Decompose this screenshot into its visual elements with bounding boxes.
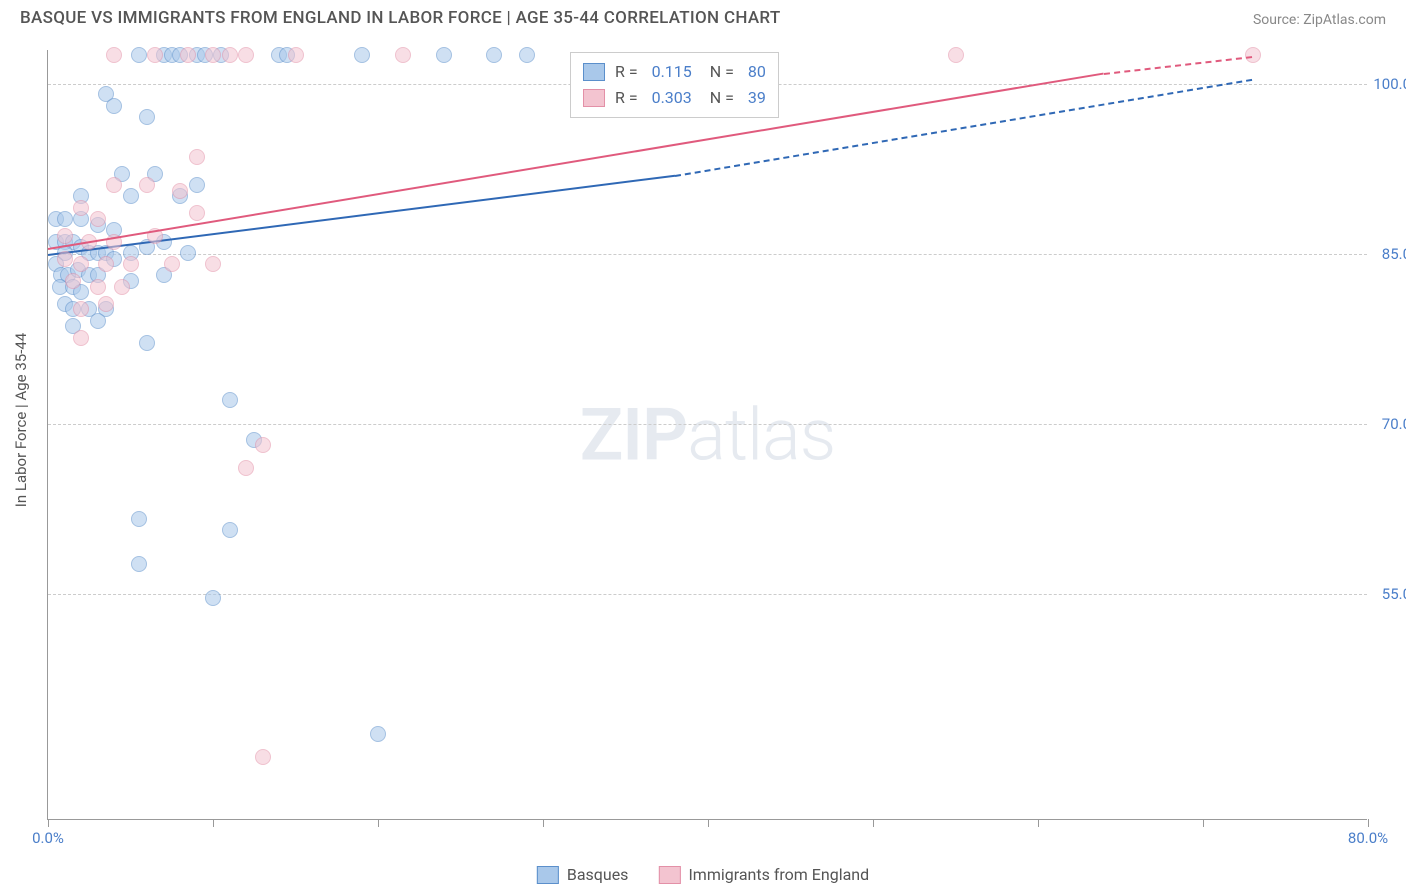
x-tick-label: 0.0% xyxy=(32,829,64,847)
data-point xyxy=(65,273,81,289)
data-point xyxy=(73,256,89,272)
x-tick xyxy=(873,819,874,827)
legend-item: Basques xyxy=(537,865,629,884)
data-point xyxy=(139,177,155,193)
legend-n-label: N = xyxy=(702,59,738,85)
data-point xyxy=(205,47,221,63)
data-point xyxy=(486,47,502,63)
title-bar: BASQUE VS IMMIGRANTS FROM ENGLAND IN LAB… xyxy=(0,0,1406,34)
legend-r-value: 0.303 xyxy=(652,85,692,111)
legend-r-label: R = xyxy=(615,85,642,111)
data-point xyxy=(57,211,73,227)
data-point xyxy=(147,47,163,63)
x-tick-label: 80.0% xyxy=(1348,829,1388,847)
data-point xyxy=(90,279,106,295)
data-point xyxy=(164,256,180,272)
data-point xyxy=(519,47,535,63)
data-point xyxy=(205,590,221,606)
legend-stat-row: R = 0.115 N = 80 xyxy=(583,59,766,85)
legend-swatch xyxy=(583,89,605,107)
data-point xyxy=(1245,47,1261,63)
legend-stats: R = 0.115 N = 80R = 0.303 N = 39 xyxy=(570,52,779,118)
data-point xyxy=(436,47,452,63)
legend-label: Basques xyxy=(567,865,629,884)
gridline xyxy=(48,424,1367,425)
legend-n-value: 80 xyxy=(748,59,766,85)
data-point xyxy=(205,256,221,272)
data-point xyxy=(222,47,238,63)
data-point xyxy=(255,437,271,453)
legend-swatch xyxy=(658,866,680,884)
data-point xyxy=(98,256,114,272)
y-axis-label: In Labor Force | Age 35-44 xyxy=(12,333,30,507)
y-tick-label: 100.0% xyxy=(1372,75,1406,93)
data-point xyxy=(222,392,238,408)
watermark: ZIPatlas xyxy=(580,392,836,477)
x-tick xyxy=(48,819,49,827)
data-point xyxy=(123,188,139,204)
trend-line xyxy=(1104,56,1253,75)
data-point xyxy=(255,749,271,765)
legend-swatch xyxy=(537,866,559,884)
x-tick xyxy=(213,819,214,827)
data-point xyxy=(73,301,89,317)
data-point xyxy=(370,726,386,742)
watermark-atlas: atlas xyxy=(687,392,835,477)
data-point xyxy=(288,47,304,63)
legend-r-label: R = xyxy=(615,59,642,85)
data-point xyxy=(73,330,89,346)
data-point xyxy=(98,296,114,312)
x-tick xyxy=(708,819,709,827)
legend-swatch xyxy=(583,63,605,81)
data-point xyxy=(189,205,205,221)
data-point xyxy=(106,47,122,63)
data-point xyxy=(114,279,130,295)
gridline xyxy=(48,594,1367,595)
data-point xyxy=(106,177,122,193)
y-tick-label: 55.0% xyxy=(1372,585,1406,603)
watermark-zip: ZIP xyxy=(580,392,687,477)
legend-r-value: 0.115 xyxy=(652,59,692,85)
gridline xyxy=(48,254,1367,255)
data-point xyxy=(57,228,73,244)
source-attribution: Source: ZipAtlas.com xyxy=(1253,12,1386,28)
y-tick-label: 70.0% xyxy=(1372,415,1406,433)
data-point xyxy=(238,460,254,476)
data-point xyxy=(57,251,73,267)
chart-title: BASQUE VS IMMIGRANTS FROM ENGLAND IN LAB… xyxy=(20,8,781,28)
data-point xyxy=(131,511,147,527)
x-tick xyxy=(543,819,544,827)
data-point xyxy=(180,47,196,63)
data-point xyxy=(123,256,139,272)
data-point xyxy=(222,522,238,538)
x-tick xyxy=(1038,819,1039,827)
y-tick-label: 85.0% xyxy=(1372,245,1406,263)
legend-n-label: N = xyxy=(702,85,738,111)
x-tick xyxy=(1368,819,1369,827)
x-tick xyxy=(378,819,379,827)
data-point xyxy=(73,200,89,216)
data-point xyxy=(131,556,147,572)
legend-item: Immigrants from England xyxy=(658,865,869,884)
data-point xyxy=(189,177,205,193)
data-point xyxy=(354,47,370,63)
data-point xyxy=(131,47,147,63)
data-point xyxy=(180,245,196,261)
data-point xyxy=(238,47,254,63)
scatter-chart: ZIPatlas 55.0%70.0%85.0%100.0%0.0%80.0% xyxy=(47,50,1367,820)
data-point xyxy=(189,149,205,165)
data-point xyxy=(948,47,964,63)
legend-series: Basques Immigrants from England xyxy=(537,865,869,884)
data-point xyxy=(90,313,106,329)
legend-label: Immigrants from England xyxy=(688,865,869,884)
data-point xyxy=(172,183,188,199)
data-point xyxy=(139,109,155,125)
data-point xyxy=(106,98,122,114)
legend-n-value: 39 xyxy=(748,85,766,111)
data-point xyxy=(139,335,155,351)
x-tick xyxy=(1203,819,1204,827)
data-point xyxy=(395,47,411,63)
legend-stat-row: R = 0.303 N = 39 xyxy=(583,85,766,111)
data-point xyxy=(90,211,106,227)
